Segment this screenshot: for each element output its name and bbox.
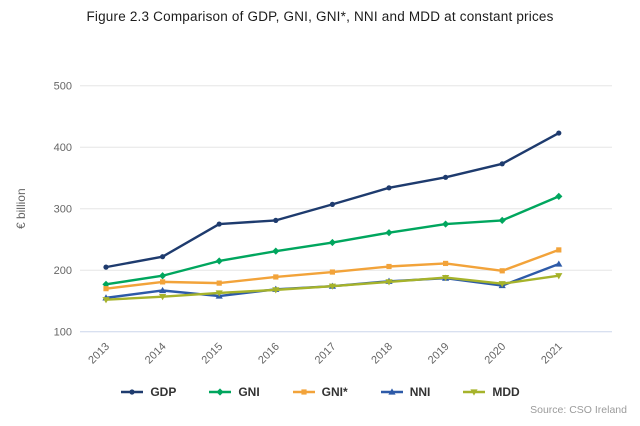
legend-label: NNI	[409, 385, 431, 399]
x-tick-label: 2014	[143, 341, 169, 367]
legend-label: GNI*	[321, 385, 348, 399]
x-tick-label: 2015	[200, 341, 226, 367]
legend-item-gnistar[interactable]: GNI*	[292, 385, 348, 399]
legend-label: MDD	[492, 385, 520, 399]
source-credit: Source: CSO Ireland	[530, 404, 627, 416]
legend-item-mdd[interactable]: MDD	[462, 385, 520, 399]
series-line	[104, 131, 560, 269]
y-tick-label: 200	[54, 265, 72, 277]
y-tick-label: 100	[54, 327, 72, 339]
series-nni	[102, 260, 563, 301]
figure-title: Figure 2.3 Comparison of GDP, GNI, GNI*,…	[86, 9, 554, 24]
x-tick-label: 2021	[539, 341, 565, 367]
y-axis-title: € billion	[14, 188, 28, 229]
x-tick-label: 2019	[426, 341, 452, 367]
legend-marker-icon	[209, 388, 232, 396]
legend-item-gdp[interactable]: GDP	[120, 385, 176, 399]
y-tick-label: 400	[54, 142, 72, 154]
legend-marker-icon	[292, 389, 315, 395]
series-gdp	[103, 130, 562, 270]
y-tick-label: 300	[54, 204, 72, 216]
legend-marker-icon	[463, 389, 486, 396]
series-gnistar	[103, 247, 562, 292]
legend-item-nni[interactable]: NNI	[380, 385, 431, 399]
x-tick-label: 2017	[313, 341, 339, 367]
x-tick-label: 2020	[483, 341, 509, 367]
legend-marker-icon	[121, 389, 144, 395]
legend-label: GDP	[150, 385, 177, 399]
legend-label: GNI	[238, 385, 260, 399]
legend-item-gni[interactable]: GNI	[208, 385, 260, 399]
y-tick-label: 500	[54, 81, 72, 93]
legend: GDP GNI GNI* NNI MDD	[0, 385, 640, 399]
series-mdd	[102, 273, 563, 304]
legend-marker-icon	[380, 388, 403, 395]
series-gni	[102, 192, 563, 288]
x-tick-label: 2013	[86, 341, 112, 367]
x-tick-label: 2016	[256, 341, 282, 367]
x-tick-label: 2018	[369, 341, 395, 367]
